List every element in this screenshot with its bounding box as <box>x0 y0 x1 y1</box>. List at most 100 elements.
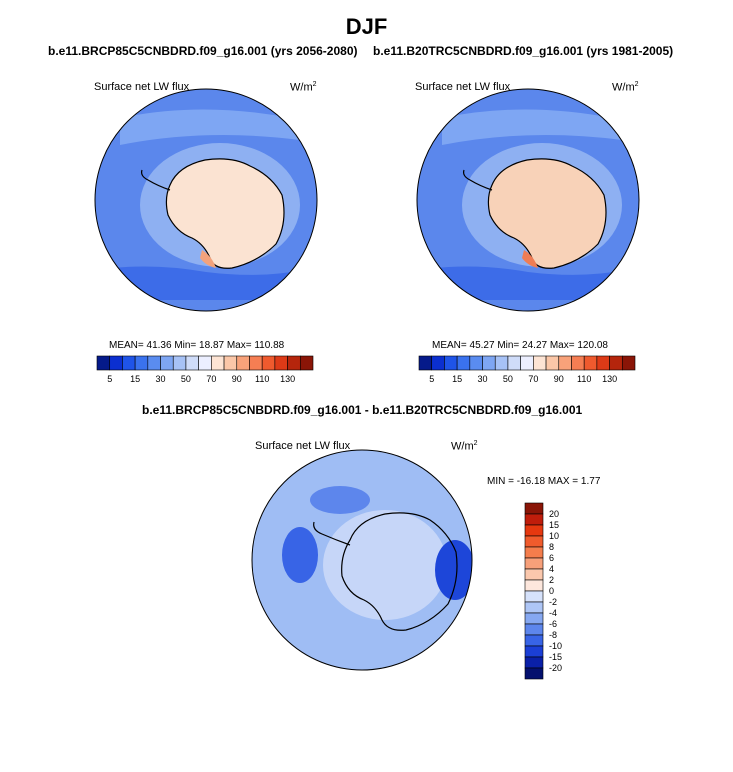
panel2-polar-map <box>417 89 639 311</box>
panel1-continent <box>165 158 285 269</box>
diff-colorbar-tick-label: 0 <box>549 586 554 596</box>
panel2-colorbar-swatch <box>482 355 496 371</box>
panel2-run-title: b.e11.B20TRC5CNBDRD.f09_g16.001 (yrs 198… <box>373 44 674 58</box>
panel2-colorbar-swatch <box>571 355 585 371</box>
panel1-colorbar-swatch <box>249 355 263 371</box>
diff-colorbar-swatch <box>524 623 544 636</box>
panel1-colorbar-swatch <box>185 355 199 371</box>
diff-colorbar-swatch <box>524 634 544 647</box>
panel1-colorbar-tick-label: 130 <box>280 374 295 384</box>
panel1-run-title: b.e11.BRCP85C5CNBDRD.f09_g16.001 (yrs 20… <box>48 44 358 58</box>
diff-colorbar-tick-label: -2 <box>549 597 557 607</box>
panel1-peninsula-warm-spot <box>200 250 216 268</box>
diff-colorbar-tick-label: 4 <box>549 564 554 574</box>
diff-colorbar-swatch <box>524 535 544 548</box>
diff-variable-label: Surface net LW flux <box>255 440 351 452</box>
panel1-colorbar-swatch <box>299 355 314 371</box>
panel2-colorbar-swatch <box>469 355 483 371</box>
panel2-colorbar-tick-label: 15 <box>452 374 462 384</box>
diff-colorbar-swatch <box>524 579 544 592</box>
diff-peninsula <box>313 521 351 546</box>
panel2-colorbar-swatch <box>583 355 598 371</box>
diff-coastline <box>341 512 458 631</box>
panel2-continent <box>487 158 607 269</box>
panel1-variable-label: Surface net LW flux <box>94 81 190 93</box>
panel1-colorbar-tick-label: 5 <box>107 374 112 384</box>
panel1-colorbar-tick-label: 30 <box>156 374 166 384</box>
panel2-colorbar-swatch <box>520 355 534 371</box>
diff-colorbar-tick-label: -20 <box>549 663 562 673</box>
panel1-colorbar-swatch <box>160 355 174 371</box>
panel1-colorbar-swatch <box>122 355 136 371</box>
diff-colorbar-swatch <box>524 513 544 526</box>
panel1-colorbar-tick-label: 90 <box>232 374 242 384</box>
panel2-colorbar-swatch <box>431 355 445 371</box>
diff-colorbar-swatch <box>524 524 544 537</box>
panel1-peninsula <box>141 169 171 191</box>
panel2-colorbar-swatch <box>558 355 572 371</box>
diff-colorbar-tick-label: 20 <box>549 509 559 519</box>
diff-colorbar-tick-label: -4 <box>549 608 557 618</box>
panel2-colorbar-tick-label: 50 <box>503 374 513 384</box>
panel1-stats: MEAN= 41.36 Min= 18.87 Max= 110.88 <box>109 340 285 351</box>
diff-colorbar-tick-label: 6 <box>549 553 554 563</box>
diff-colorbar-tick-label: -8 <box>549 630 557 640</box>
diff-colorbar-tick-label: -6 <box>549 619 557 629</box>
panel2-colorbar-tick-label: 30 <box>478 374 488 384</box>
panel2-map-border <box>416 88 640 312</box>
panel1-deep-ocean-band <box>96 266 317 300</box>
panel1-colorbar-swatch <box>172 355 187 371</box>
diff-strong-negative-east <box>435 540 472 600</box>
panel2-colorbar-tick-label: 130 <box>602 374 617 384</box>
panel1-colorbar-swatch <box>236 355 250 371</box>
panel2-stats: MEAN= 45.27 Min= 24.27 Max= 120.08 <box>432 340 608 351</box>
panel1-unit-label: W/m2 <box>290 81 317 94</box>
diff-continent <box>323 510 447 620</box>
diff-colorbar-tick-label: 2 <box>549 575 554 585</box>
panel2-colorbar: 5 15 30 50 70 90 110 130 <box>418 355 636 384</box>
diff-strong-negative-west <box>282 527 318 583</box>
panel1-colorbar: 5 15 30 50 70 90 110 130 <box>96 355 314 384</box>
diff-colorbar-tick-label: 8 <box>549 542 554 552</box>
page-title: DJF <box>345 14 388 39</box>
diff-colorbar-swatch <box>524 612 544 625</box>
panel2-peninsula-warm-spot <box>522 250 538 268</box>
panel2-colorbar-swatch <box>596 355 610 371</box>
panel2-colorbar-swatch <box>609 355 623 371</box>
diff-polar-map <box>252 450 472 670</box>
panel1-polar-map <box>95 89 317 311</box>
panel2-colorbar-swatch <box>545 355 560 371</box>
panel2-colorbar-tick-label: 110 <box>577 374 591 384</box>
panel1-colorbar-swatch <box>198 355 212 371</box>
diff-colorbar-tick-label: 15 <box>549 520 559 530</box>
panel1-colorbar-swatch <box>134 355 149 371</box>
panel1-colorbar-tick-label: 70 <box>206 374 216 384</box>
panel2-variable-label: Surface net LW flux <box>415 81 511 93</box>
panel1-colorbar-swatch <box>109 355 123 371</box>
diff-colorbar-tick-label: 10 <box>549 531 559 541</box>
diff-colorbar-swatch <box>524 645 544 658</box>
panel2-colorbar-swatch <box>533 355 547 371</box>
panel2-unit-label: W/m2 <box>612 81 639 94</box>
diff-colorbar-tick-label: -15 <box>549 652 562 662</box>
diff-colorbar-swatch <box>524 590 544 603</box>
panel1-colorbar-tick-label: 15 <box>130 374 140 384</box>
diff-unit-label: W/m2 <box>451 440 478 453</box>
panel2-colorbar-swatch <box>444 355 458 371</box>
panel1-colorbar-tick-label: 50 <box>181 374 191 384</box>
panel2-colorbar-tick-label: 5 <box>429 374 434 384</box>
panel2-colorbar-tick-label: 70 <box>528 374 538 384</box>
diff-colorbar-swatch <box>524 601 544 614</box>
panel1-colorbar-swatch <box>261 355 276 371</box>
panel1-map-border <box>94 88 318 312</box>
diff-title: b.e11.BRCP85C5CNBDRD.f09_g16.001 - b.e11… <box>142 403 583 417</box>
panel1-colorbar-swatch <box>287 355 301 371</box>
diff-colorbar-swatch <box>524 656 544 669</box>
diff-stats: MIN = -16.18 MAX = 1.77 <box>487 476 601 487</box>
diff-colorbar-swatch <box>524 546 544 559</box>
panel2-peninsula <box>463 169 493 191</box>
diff-colorbar-swatch <box>524 502 544 515</box>
diff-colorbar-tick-label: -10 <box>549 641 562 651</box>
